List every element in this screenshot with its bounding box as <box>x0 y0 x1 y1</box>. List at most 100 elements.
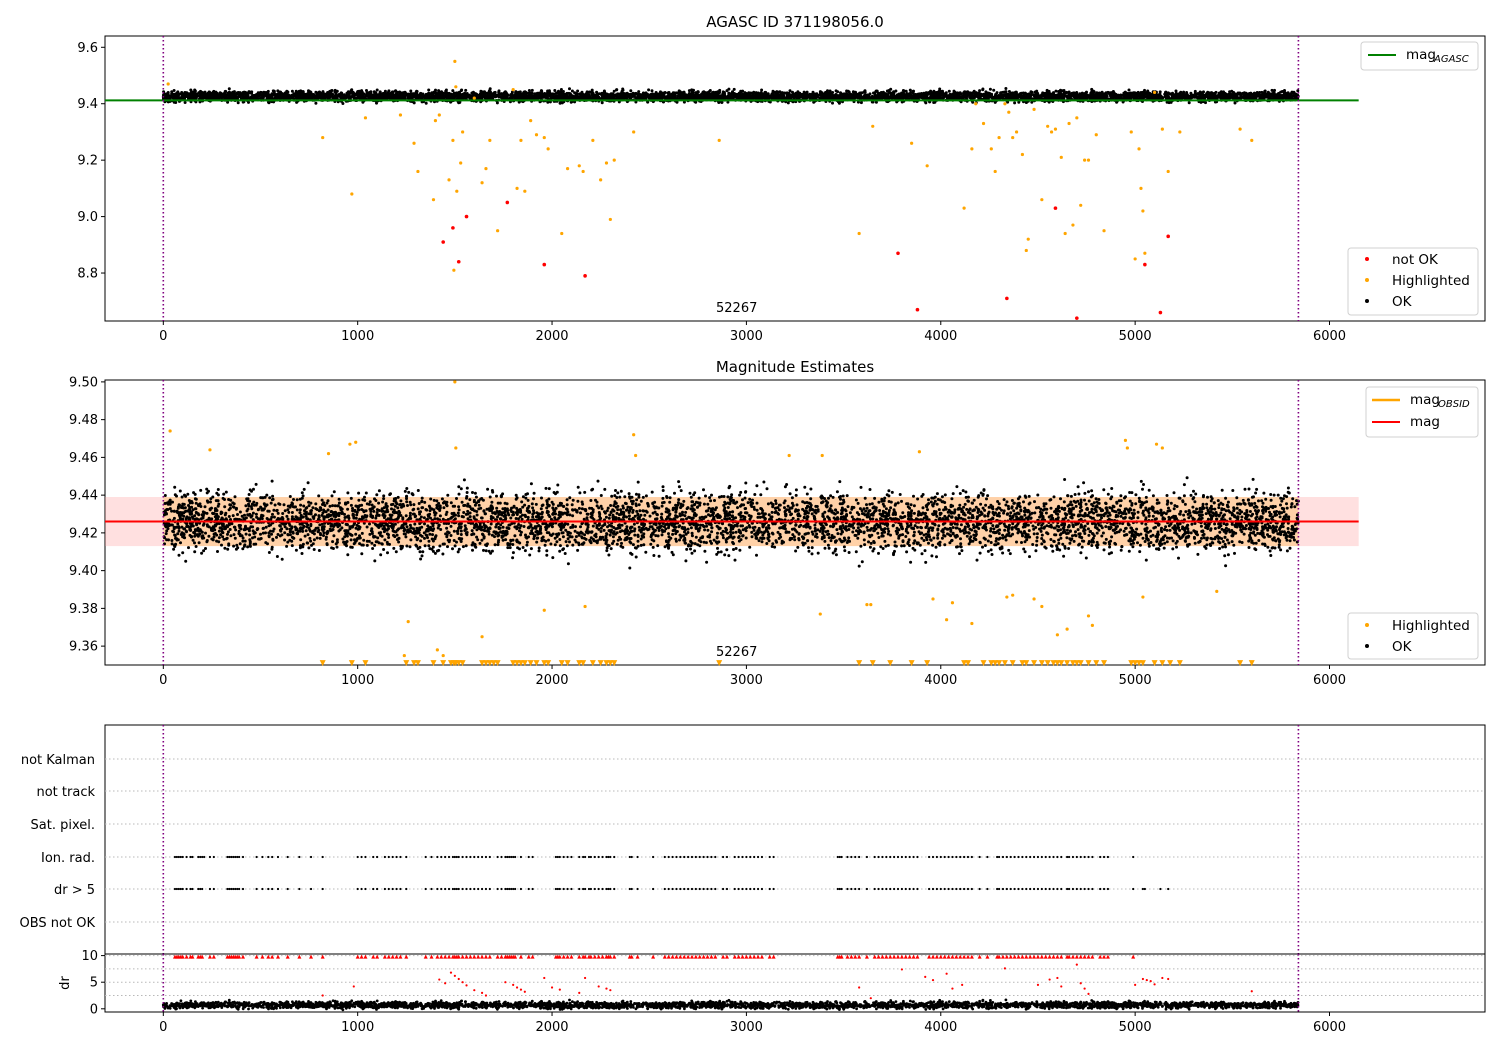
ok-point <box>457 91 461 95</box>
ok-point <box>172 89 176 92</box>
ok-point <box>1268 94 1272 98</box>
ok-point <box>1007 90 1011 93</box>
ok-point <box>527 89 531 92</box>
ok-point <box>570 89 574 93</box>
agasc-panel-title: AGASC ID 371198056.0 <box>706 13 884 31</box>
ok-point <box>321 90 325 94</box>
ok-point <box>1187 101 1191 105</box>
ok-point <box>250 91 253 95</box>
ok-point <box>1104 94 1108 98</box>
ok-point <box>639 96 643 100</box>
ok-point <box>1029 90 1033 94</box>
ok-point <box>197 94 201 98</box>
ok-point <box>1223 91 1227 95</box>
ok-point <box>415 96 419 100</box>
ok-point <box>734 95 738 99</box>
ok-point <box>615 88 619 92</box>
ok-point <box>461 95 465 99</box>
ok-point <box>314 101 318 105</box>
ok-point <box>267 101 271 105</box>
ok-point <box>1035 89 1039 93</box>
ok-point <box>1263 91 1266 95</box>
agasc-panel: AGASC ID 371198056.0 0 1000 2000 3000 4000 50… <box>77 13 1486 344</box>
ok-point <box>1158 90 1162 94</box>
ok-point <box>1174 89 1178 93</box>
ok-point <box>299 96 303 100</box>
ok-point <box>383 89 387 93</box>
ok-point <box>568 87 571 91</box>
ok-point <box>282 96 286 100</box>
ok-points <box>161 87 1300 105</box>
ok-point <box>201 96 205 100</box>
ok-point <box>745 92 749 96</box>
ok-point <box>394 93 398 97</box>
ok-point <box>650 89 654 93</box>
ok-point <box>762 94 766 98</box>
ok-point <box>1090 87 1094 91</box>
ok-point <box>1042 94 1045 98</box>
ok-point <box>1249 91 1253 95</box>
ok-point <box>1057 91 1061 94</box>
ok-point <box>1164 93 1168 97</box>
ok-point <box>412 101 416 105</box>
ok-point <box>995 94 999 98</box>
ok-point <box>295 100 299 104</box>
ok-point <box>725 89 729 93</box>
ok-point <box>548 94 552 98</box>
ok-point <box>560 101 564 105</box>
ok-point <box>860 91 864 95</box>
ok-point <box>776 92 779 96</box>
ok-point <box>451 89 455 93</box>
ok-point <box>788 89 792 93</box>
ok-point <box>1155 93 1158 97</box>
ok-point <box>226 100 230 104</box>
ok-point <box>1198 93 1202 96</box>
ok-point <box>654 91 658 94</box>
ok-point <box>1018 92 1022 96</box>
ok-point <box>1029 93 1033 97</box>
ok-point <box>948 92 952 96</box>
ok-point <box>497 95 501 98</box>
ok-point <box>604 94 608 98</box>
ok-point <box>1246 95 1250 99</box>
ok-point <box>1030 100 1034 104</box>
ok-point <box>934 95 938 99</box>
ok-point <box>461 92 465 96</box>
ok-point <box>863 94 867 98</box>
ok-point <box>386 93 389 97</box>
ok-point <box>760 88 764 92</box>
ok-point <box>982 92 986 96</box>
ok-point <box>621 87 625 91</box>
ok-point <box>438 95 442 99</box>
ok-point <box>553 89 557 92</box>
ok-point <box>836 90 840 94</box>
ok-point <box>1208 91 1212 95</box>
ok-point <box>752 90 756 94</box>
ok-point <box>497 89 501 93</box>
ok-point <box>708 89 712 92</box>
ok-point <box>874 89 878 93</box>
ok-point <box>947 89 951 93</box>
ok-point <box>839 92 843 96</box>
ok-point <box>656 93 660 97</box>
ok-point <box>696 90 700 94</box>
ok-point <box>1180 94 1184 98</box>
ok-point <box>1129 91 1133 95</box>
ok-point <box>718 88 722 92</box>
ok-point <box>438 91 442 95</box>
ok-point <box>557 91 561 95</box>
ok-point <box>460 88 464 92</box>
ok-point <box>488 87 492 91</box>
ok-point <box>1122 91 1126 95</box>
ok-point <box>749 91 753 95</box>
ok-point <box>445 95 449 99</box>
ok-point <box>1106 90 1110 94</box>
ok-point <box>1093 94 1097 98</box>
ok-point <box>953 90 957 94</box>
ok-point <box>804 91 808 95</box>
ok-point <box>1006 92 1010 96</box>
ok-point <box>732 87 736 91</box>
ok-point <box>1127 88 1131 92</box>
ok-point <box>465 92 469 95</box>
ok-point <box>283 92 287 96</box>
